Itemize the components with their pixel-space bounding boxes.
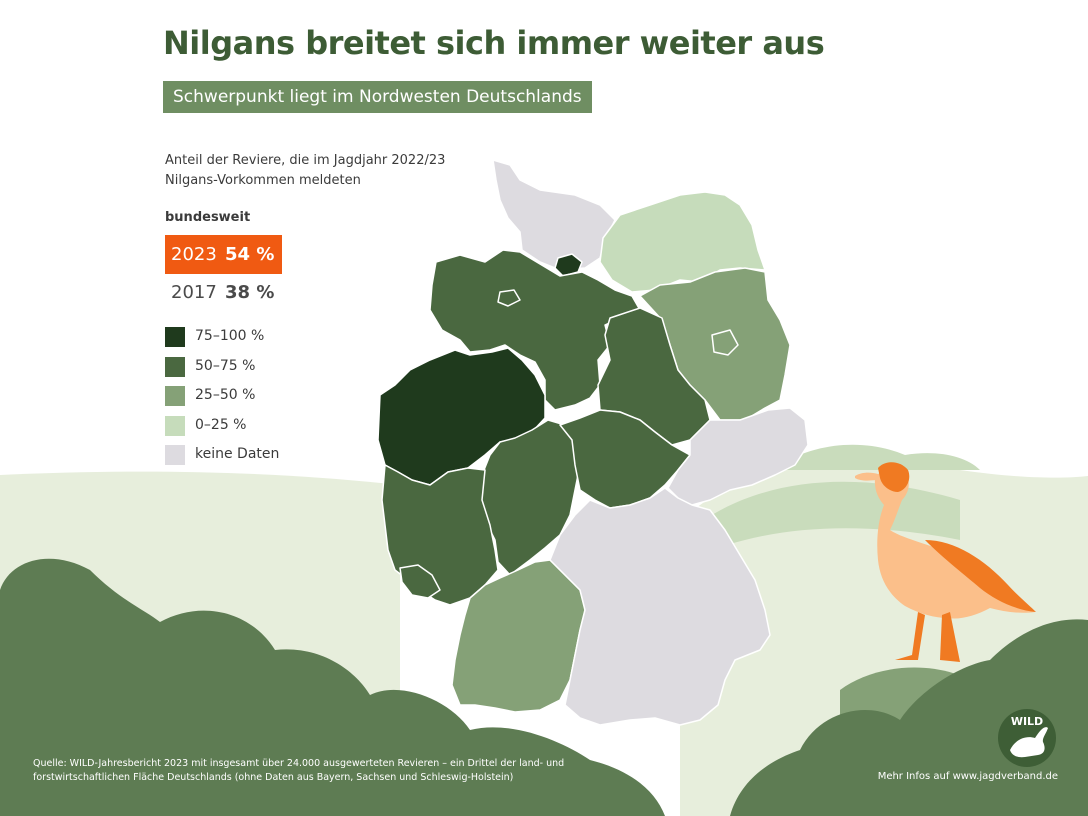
source-note: Quelle: WILD-Jahresbericht 2023 mit insg… [33,758,565,783]
more-info-link[interactable]: Mehr Infos auf www.jagdverband.de [877,771,1058,782]
state-sachsen [667,407,809,506]
state-sachsen-anhalt [597,307,711,446]
legend-label: keine Daten [195,446,280,462]
foreground-bush-left [0,558,665,816]
goose-wing [925,540,1036,612]
legend-swatch [165,327,185,347]
state-bayern [549,487,771,726]
goose-head-patch [878,462,910,492]
legend-swatch [165,445,185,465]
state-schleswig-holstein [492,159,616,271]
legend-swatch [165,415,185,436]
djv-logo [31,31,137,137]
goose-leg-left [895,612,925,660]
state-berlin [711,329,739,356]
national-row-2023: 2023 54 % [165,235,282,274]
chart-description: Anteil der Reviere, die im Jagdjahr 2022… [165,153,446,188]
percent-value: 54 % [225,244,275,265]
legend-swatch [165,356,185,377]
wild-logo-text: WILD [1010,715,1044,728]
goose-leg-right [940,612,960,662]
legend-swatch [165,386,185,406]
page-subtitle: Schwerpunkt liegt im Nordwesten Deutschl… [163,81,592,113]
percent-value: 38 % [225,282,275,303]
state-niedersachsen [429,249,641,411]
state-thueringen [559,409,691,509]
background-hill-mid-right [780,444,980,470]
national-row-2017: 2017 38 % [165,281,274,305]
state-saarland [399,564,441,599]
foreground-bush-right [730,619,1088,816]
legend-label: 0–25 % [195,416,247,433]
germany-map [377,159,809,726]
hare-icon [1010,727,1048,758]
goose-beak [855,472,878,481]
year-label: 2023 [171,244,217,265]
legend-label: 50–75 % [195,357,256,374]
legend-label: 75–100 % [195,328,265,344]
nile-goose-illustration [855,462,1036,662]
page-title: Nilgans breitet sich immer weiter aus [163,24,825,62]
national-label: bundesweit [165,210,251,225]
state-bremen [497,289,521,307]
year-label: 2017 [171,282,217,303]
djv-logo-text: DJV [64,58,104,79]
state-mecklenburg-vorpommern [599,191,766,293]
stag-icon [58,68,110,130]
legend-label: 25–50 % [195,387,256,403]
